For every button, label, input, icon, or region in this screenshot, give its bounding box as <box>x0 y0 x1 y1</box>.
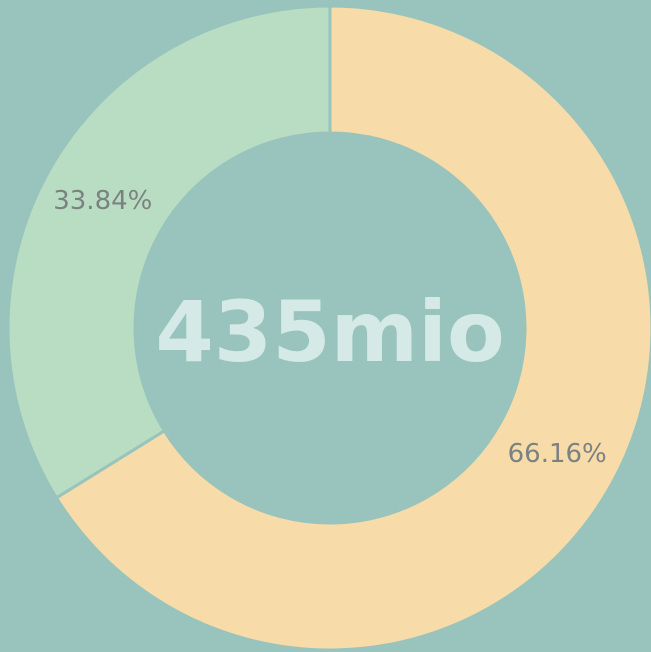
slice-label: 33.84% <box>53 186 152 216</box>
slices <box>6 4 651 652</box>
slice-label: 66.16% <box>508 439 607 469</box>
center-label: 435mio <box>155 283 504 381</box>
donut-slice <box>6 4 332 500</box>
donut-slice <box>54 4 651 652</box>
